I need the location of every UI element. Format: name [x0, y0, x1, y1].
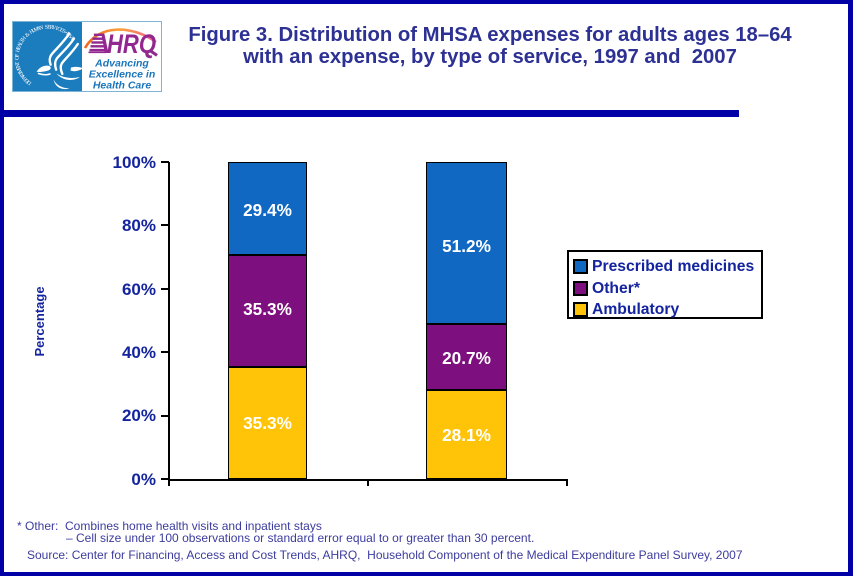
svg-text:N: N: [15, 63, 22, 68]
svg-text:V: V: [51, 25, 56, 32]
svg-text:•: •: [63, 30, 68, 36]
svg-text:N: N: [39, 25, 44, 32]
svg-text:R: R: [19, 71, 26, 78]
svg-text:S: S: [66, 33, 72, 39]
svg-text:S: S: [61, 28, 67, 35]
svg-text:H: H: [29, 29, 36, 36]
svg-text:M: M: [16, 67, 24, 74]
svg-text:Excellence in: Excellence in: [89, 69, 156, 81]
svg-text:C: C: [56, 26, 62, 33]
svg-text:L: L: [18, 40, 25, 46]
svg-text:T: T: [15, 60, 22, 65]
svg-text:O: O: [14, 56, 20, 60]
svg-text:E: E: [47, 24, 51, 30]
svg-text:D: D: [26, 79, 33, 86]
svg-text:R: R: [49, 25, 54, 31]
svg-text:Health Care: Health Care: [93, 80, 152, 92]
svg-text:F: F: [14, 54, 20, 58]
svg-text:E: E: [16, 45, 23, 51]
svg-text:U: U: [31, 27, 37, 34]
svg-text:M: M: [33, 26, 40, 33]
svg-text:&: &: [24, 31, 32, 39]
svg-text:A: A: [17, 42, 24, 48]
svg-text:S: S: [45, 24, 48, 30]
svg-text:HRQ: HRQ: [107, 29, 156, 59]
svg-text:Advancing: Advancing: [94, 58, 149, 70]
svg-text:I: I: [55, 26, 59, 32]
svg-text:E: E: [16, 65, 23, 71]
svg-text:H: H: [15, 48, 22, 53]
svg-text:T: T: [19, 37, 26, 44]
svg-text:T: T: [18, 69, 25, 75]
svg-text:H: H: [21, 36, 28, 43]
svg-text:E: E: [24, 77, 31, 84]
svg-text:P: P: [23, 76, 29, 82]
svg-text:A: A: [68, 35, 75, 42]
svg-text:A: A: [36, 25, 42, 32]
svg-text:A: A: [21, 74, 28, 81]
svg-text:E: E: [59, 27, 65, 34]
